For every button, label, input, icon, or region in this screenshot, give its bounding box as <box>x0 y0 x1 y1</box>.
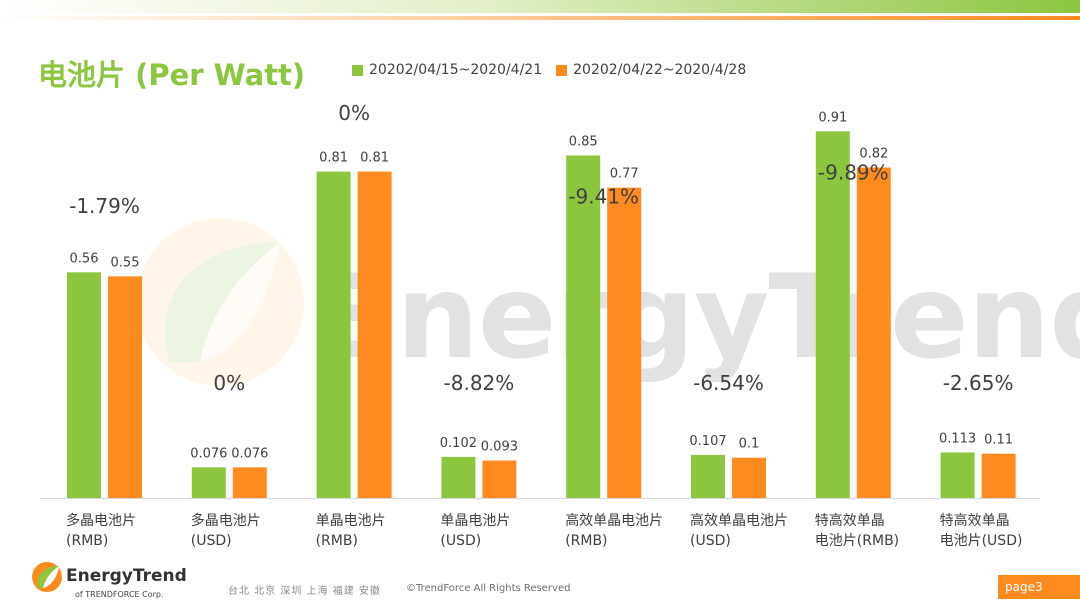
category-label-2: 多晶电池片 (USD) <box>190 513 261 549</box>
bar-s2-c4 <box>482 460 517 498</box>
footer-subtitle: of TRENDFORCE Corp. <box>75 590 164 599</box>
category-label-6: 高效单晶电池片 (USD) <box>690 513 788 549</box>
data-label-s2-c5: 0.77 <box>610 167 639 182</box>
change-label-c8: -2.65% <box>943 371 1014 395</box>
legend-label-series-2: 20202/04/22~2020/4/28 <box>573 62 747 78</box>
bar-s1-c2 <box>191 467 226 498</box>
page-title: 电池片 (Per Watt) <box>38 58 306 92</box>
data-label-s1-c7: 0.91 <box>818 110 847 125</box>
watermark-text: EnergyTrend <box>318 250 1080 385</box>
footer-cities: 台北 北京 深圳 上海 福建 安徽 <box>228 586 381 597</box>
data-label-s1-c8: 0.113 <box>939 431 976 446</box>
header-band <box>0 0 1080 20</box>
legend-label-series-1: 20202/04/15~2020/4/21 <box>369 62 543 78</box>
data-label-s2-c6: 0.1 <box>739 437 760 452</box>
data-label-s2-c4: 0.093 <box>481 440 518 455</box>
bar-s1-c4 <box>441 456 476 498</box>
change-label-c3: 0% <box>338 101 370 125</box>
data-label-s2-c8: 0.11 <box>984 433 1013 448</box>
bar-s1-c6 <box>691 454 725 498</box>
change-label-c6: -6.54% <box>693 371 764 395</box>
category-label-4: 单晶电池片 (USD) <box>440 513 511 549</box>
bar-s1-c3 <box>316 171 351 498</box>
footer-brand: EnergyTrend <box>66 566 187 586</box>
footer-copyright: ©TrendForce All Rights Reserved <box>406 583 571 594</box>
bar-s1-c1 <box>67 272 101 498</box>
change-label-c2: 0% <box>213 371 245 395</box>
bar-s2-c5 <box>607 187 642 498</box>
legend-swatch-series-2 <box>556 64 568 76</box>
category-label-3: 单晶电池片 (RMB) <box>315 513 386 549</box>
change-label-c7: -9.89% <box>818 160 889 184</box>
data-label-s2-c1: 0.55 <box>111 255 140 270</box>
bar-s2-c7 <box>856 167 891 499</box>
data-label-s1-c3: 0.81 <box>319 151 348 166</box>
legend-item-series-1: 20202/04/15~2020/4/21 <box>352 62 542 78</box>
bar-s1-c7 <box>815 131 850 498</box>
category-label-7: 特高效单晶 电池片(RMB) <box>814 513 900 549</box>
bar-s2-c6 <box>732 457 766 498</box>
bar-s1-c5 <box>566 155 601 498</box>
data-label-s1-c4: 0.102 <box>440 436 477 451</box>
category-label-1: 多晶电池片 (RMB) <box>66 513 136 549</box>
data-label-s1-c5: 0.85 <box>569 134 598 149</box>
category-label-5: 高效单晶电池片 (RMB) <box>565 513 664 549</box>
data-label-s2-c2: 0.076 <box>231 446 268 461</box>
legend-item-series-2: 20202/04/22~2020/4/28 <box>556 62 746 78</box>
bar-s2-c2 <box>232 467 267 498</box>
change-label-c5: -9.41% <box>568 184 639 208</box>
data-label-s1-c1: 0.56 <box>70 251 99 266</box>
bar-s2-c3 <box>357 171 392 498</box>
data-label-s1-c2: 0.076 <box>190 446 227 461</box>
page-number-tag: page3 <box>998 575 1080 599</box>
data-label-s2-c7: 0.82 <box>859 147 888 162</box>
watermark-leaf-logo <box>136 218 304 386</box>
bar-s1-c8 <box>940 452 975 498</box>
category-label-8: 特高效单晶 电池片(USD) <box>939 513 1023 549</box>
energytrend-logo-icon <box>32 562 62 592</box>
bar-s2-c8 <box>981 453 1016 498</box>
change-label-c4: -8.82% <box>444 371 515 395</box>
data-label-s1-c6: 0.107 <box>689 434 726 449</box>
legend-swatch-series-1 <box>352 64 363 76</box>
data-label-s2-c3: 0.81 <box>360 151 389 166</box>
change-label-c1: -1.79% <box>69 194 140 218</box>
chart-legend: 20202/04/15~2020/4/21 20202/04/22~2020/4… <box>352 62 746 78</box>
bar-s2-c1 <box>108 276 142 498</box>
